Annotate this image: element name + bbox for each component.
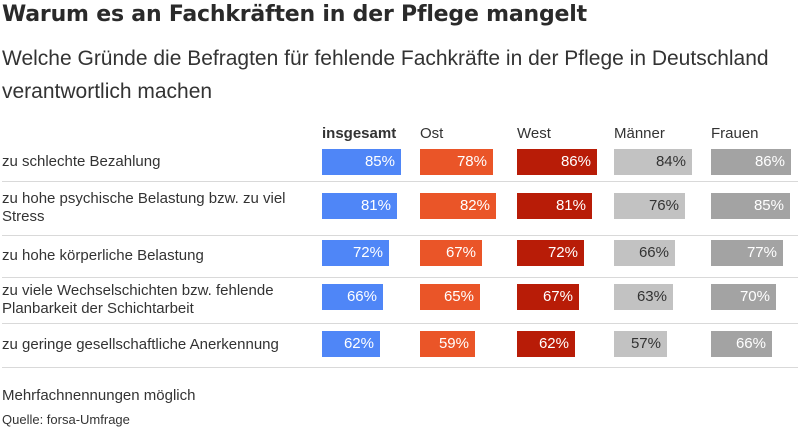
bar-3-row-4: 67% <box>517 284 579 310</box>
bar-1-row-4: 66% <box>322 284 383 310</box>
bar-3-row-2: 81% <box>517 193 592 219</box>
bar-4-row-3: 66% <box>614 240 675 266</box>
column-header-4: Männer <box>614 125 665 142</box>
bar-1-row-5: 62% <box>322 331 380 357</box>
chart-title: Warum es an Fachkräften in der Pflege ma… <box>2 2 587 27</box>
bar-3-row-5: 62% <box>517 331 575 357</box>
bar-1-row-3: 72% <box>322 240 389 266</box>
bar-3-row-3: 72% <box>517 240 584 266</box>
row-label: zu geringe gesellschaftliche Anerkennung <box>2 336 279 353</box>
bar-5-row-1: 86% <box>711 149 791 175</box>
bar-5-row-5: 66% <box>711 331 772 357</box>
bar-1-row-1: 85% <box>322 149 401 175</box>
table-row: zu hohe körperliche Belastung 72% 67% 72% 66… <box>2 237 798 278</box>
table-row: zu schlechte Bezahlung 85% 78% 86% 84% 86% <box>2 144 798 182</box>
bar-2-row-1: 78% <box>420 149 493 175</box>
column-header-1: insgesamt <box>322 125 397 142</box>
bar-5-row-2: 85% <box>711 193 790 219</box>
row-label: zu viele Wechselschichten bzw. fehlende … <box>2 282 274 317</box>
table-row: zu viele Wechselschichten bzw. fehlende … <box>2 279 798 324</box>
bar-2-row-5: 59% <box>420 331 475 357</box>
row-label: zu schlechte Bezahlung <box>2 152 161 170</box>
bar-1-row-2: 81% <box>322 193 397 219</box>
bar-5-row-4: 70% <box>711 284 776 310</box>
bar-4-row-4: 63% <box>614 284 673 310</box>
chart-subtitle: Welche Gründe die Befragten für fehlende… <box>2 47 769 103</box>
bar-4-row-2: 76% <box>614 193 685 219</box>
bar-3-row-1: 86% <box>517 149 597 175</box>
bar-5-row-3: 77% <box>711 240 783 266</box>
bar-2-row-2: 82% <box>420 193 496 219</box>
footnote: Mehrfachnennungen möglich <box>2 387 196 404</box>
row-label: zu hohe psychische Belastung bzw. zu vie… <box>2 190 286 225</box>
bar-4-row-5: 57% <box>614 331 667 357</box>
table-row: zu geringe gesellschaftliche Anerkennung… <box>2 325 798 368</box>
table-row: zu hohe psychische Belastung bzw. zu vie… <box>2 183 798 236</box>
row-label: zu hohe körperliche Belastung <box>2 247 204 264</box>
column-header-3: West <box>517 125 551 142</box>
column-header-2: Ost <box>420 125 444 142</box>
bar-2-row-4: 65% <box>420 284 480 310</box>
bar-4-row-1: 84% <box>614 149 692 175</box>
bar-2-row-3: 67% <box>420 240 482 266</box>
source-note: Quelle: forsa-Umfrage <box>2 412 130 427</box>
column-header-5: Frauen <box>711 125 759 142</box>
